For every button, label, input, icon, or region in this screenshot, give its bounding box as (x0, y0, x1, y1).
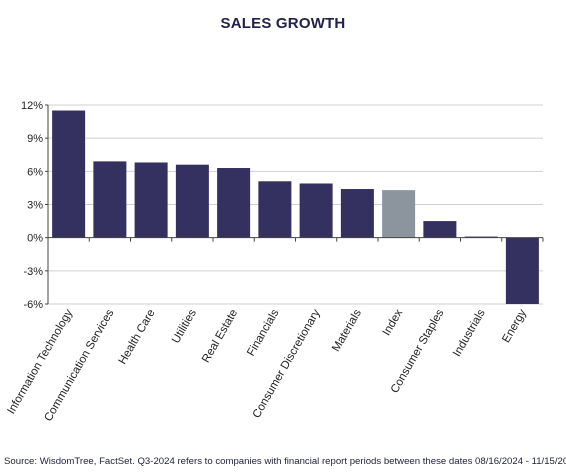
y-tick-label: 12% (21, 100, 43, 112)
bars (52, 110, 539, 304)
bar-energy (505, 237, 539, 304)
y-tick-label: 6% (27, 166, 43, 178)
x-tick-label: Materials (330, 307, 364, 354)
x-tick-label: Health Care (117, 308, 158, 367)
x-tick-label: Financials (245, 307, 281, 358)
x-tick-label: Utilities (170, 307, 199, 345)
bar-materials (340, 189, 374, 238)
bar-utilities (175, 164, 209, 238)
axes (45, 104, 544, 305)
y-tick-label: 0% (27, 233, 43, 245)
bar-communication-services (93, 161, 127, 238)
gridlines (48, 104, 543, 305)
chart-title: SALES GROWTH (220, 15, 346, 32)
y-tick-label: 9% (27, 133, 43, 145)
y-tick-label: -6% (23, 299, 43, 311)
bar-industrials (464, 236, 498, 238)
x-tick-label: Industrials (451, 307, 488, 359)
y-tick-labels: -6% -3% 0% 3% 6% 9% 12% (21, 100, 43, 311)
bar-consumer-staples (423, 221, 457, 238)
y-tick-label: -3% (23, 266, 43, 278)
bar-real-estate (217, 168, 251, 238)
bar-consumer-discretionary (299, 183, 333, 238)
bar-financials (258, 181, 292, 238)
x-tick-label: Energy (500, 307, 529, 345)
x-tick-label: Real Estate (200, 308, 240, 365)
y-tick-label: 3% (27, 200, 43, 212)
bar-information-technology (52, 110, 86, 238)
bar-index (382, 190, 416, 238)
source-note: Source: WisdomTree, FactSet. Q3-2024 ref… (4, 456, 566, 467)
x-tick-label: Index (381, 307, 406, 338)
bar-health-care (134, 162, 168, 238)
x-tick-label: Communication Services (42, 307, 116, 423)
